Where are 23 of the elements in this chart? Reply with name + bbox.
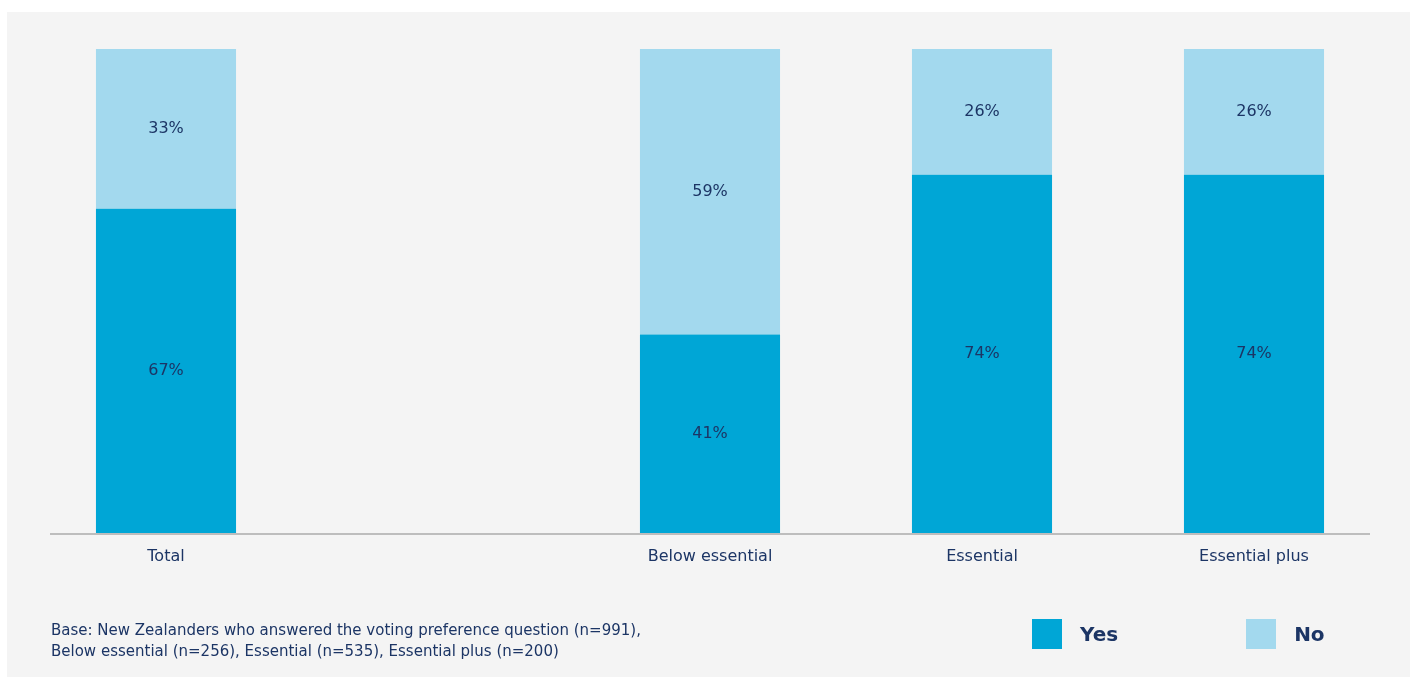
data-label: 33% (148, 118, 184, 138)
x-tick-label: Essential (946, 545, 1018, 565)
data-label: 74% (1236, 343, 1272, 363)
data-label: 26% (1236, 101, 1272, 121)
bar (95, 49, 237, 209)
data-label: 59% (692, 180, 728, 200)
x-tick-label: Total (146, 545, 185, 565)
text: Base: New Zealanders who answered the voting preference question (n=991), Below essential (n=256), Essential (n=535), Essential plus (n=200) (51, 620, 641, 662)
x-tick-label: Essential plus (1199, 545, 1309, 565)
bar (1183, 49, 1325, 175)
bar (639, 49, 781, 335)
bar (911, 174, 1053, 533)
x-tick-label: Below essential (647, 545, 773, 565)
data-label: 26% (964, 101, 1000, 121)
legend-label: Yes (1080, 622, 1119, 646)
bar (911, 49, 1053, 175)
data-label: 41% (692, 422, 728, 442)
bar (639, 334, 781, 533)
bar (1183, 174, 1325, 533)
bar (95, 208, 237, 533)
data-label: 74% (964, 343, 1000, 363)
legend-label: No (1294, 622, 1325, 646)
data-label: 67% (148, 360, 184, 380)
